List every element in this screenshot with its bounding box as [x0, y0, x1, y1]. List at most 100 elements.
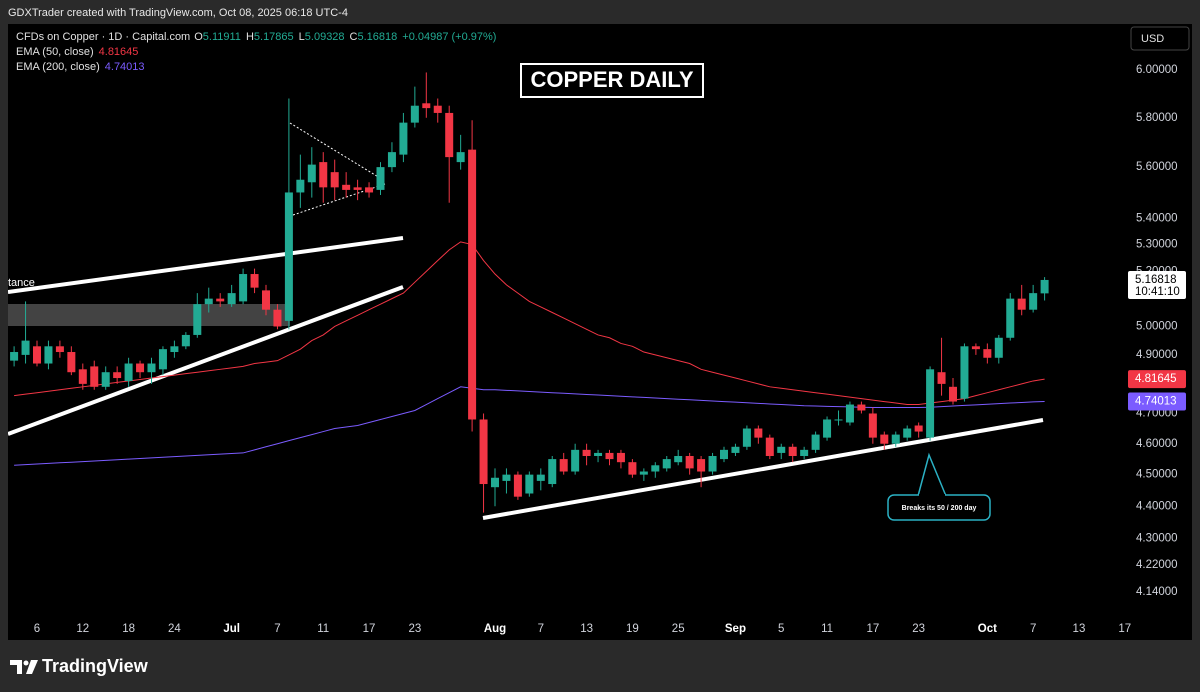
footer	[0, 640, 1200, 692]
candle-body	[513, 474, 522, 497]
candle-body	[21, 340, 30, 355]
candle-body	[158, 349, 167, 370]
last-price-label: 5.16818	[1135, 274, 1177, 286]
candle-body	[193, 304, 202, 335]
candle-body	[353, 187, 362, 190]
x-tick-label: 17	[1118, 623, 1131, 635]
logo-mark	[26, 660, 38, 674]
ohlc-key: H	[246, 31, 254, 43]
y-tick-label: 6.00000	[1136, 64, 1178, 76]
countdown: 10:41:10	[1135, 286, 1180, 298]
y-tick-label: 4.90000	[1136, 349, 1178, 361]
callout-text: Breaks its 50 / 200 day	[902, 505, 977, 512]
candle-body	[479, 419, 488, 485]
x-tick-label: 7	[274, 623, 280, 635]
candle-body	[708, 456, 717, 472]
candle-body	[937, 372, 946, 384]
drawings: tance	[8, 122, 1044, 520]
candle-body	[777, 446, 786, 453]
candle-body	[204, 298, 213, 305]
legend-value: 4.81645	[99, 46, 139, 58]
candle-body	[823, 419, 832, 438]
candle-body	[284, 192, 293, 321]
candle-body	[33, 346, 41, 364]
legend-value: 4.74013	[105, 61, 145, 73]
price-tag	[1128, 392, 1186, 411]
candle-body	[949, 386, 957, 402]
ohlc-key: C	[350, 31, 358, 43]
price-tag-label: 4.74013	[1135, 396, 1177, 408]
resistance-zone	[8, 304, 290, 326]
currency-button[interactable]	[1130, 26, 1190, 51]
candle-body	[90, 366, 99, 387]
candle-body	[903, 428, 912, 438]
candle-body	[868, 413, 877, 438]
candle-body	[525, 474, 534, 494]
candle-body	[136, 363, 145, 373]
candle-body	[651, 465, 660, 472]
zone-label: tance	[8, 277, 35, 289]
candle-body	[410, 105, 419, 123]
y-tick-label: 4.50000	[1136, 469, 1178, 481]
candle-body	[227, 293, 236, 305]
candle-body	[296, 179, 305, 193]
candle-body	[342, 184, 351, 190]
candle-body	[239, 274, 248, 302]
y-tick-label: 4.40000	[1136, 500, 1178, 512]
candle-body	[548, 459, 557, 485]
candle-body	[754, 428, 763, 438]
candle-body	[1006, 298, 1015, 338]
candle-body	[983, 349, 992, 358]
candle-body	[914, 425, 923, 432]
candle-body	[731, 446, 740, 453]
candle-body	[788, 446, 797, 457]
x-tick-label: 13	[580, 623, 593, 635]
candle-body	[491, 477, 499, 488]
logo-mark	[10, 660, 22, 674]
callout-pointer	[917, 452, 947, 497]
candle-body	[880, 434, 889, 444]
candle-body	[960, 346, 969, 399]
candle-body	[811, 434, 820, 450]
currency[interactable]: USD	[1141, 33, 1164, 45]
last-price-tag	[1128, 270, 1186, 299]
candle-body	[845, 404, 854, 423]
candle-body	[101, 372, 110, 387]
candle-body	[387, 152, 396, 168]
y-tick-label: 4.22000	[1136, 559, 1178, 571]
candle-body	[994, 337, 1003, 358]
ema-line	[14, 386, 1045, 466]
x-tick-label: 23	[408, 623, 421, 635]
x-tick-label: 11	[821, 623, 833, 635]
candle-body	[502, 474, 511, 481]
candle-body	[250, 274, 259, 288]
y-tick-label: 5.30000	[1136, 239, 1178, 251]
y-tick-label: 5.40000	[1136, 212, 1178, 224]
candle-body	[834, 419, 843, 421]
candle-body	[170, 346, 179, 353]
chart-area	[8, 24, 1192, 640]
x-tick-label: 23	[912, 623, 925, 635]
candle-body	[468, 149, 477, 420]
x-tick-label: 7	[538, 623, 544, 635]
candle-body	[365, 187, 374, 193]
x-tick-label: 17	[363, 623, 376, 635]
candle-body	[307, 164, 316, 183]
candle-body	[971, 346, 980, 350]
candle-body	[685, 456, 694, 469]
candle-body	[78, 369, 87, 384]
candle-body	[456, 152, 465, 163]
candle-body	[422, 103, 431, 109]
x-tick-label: 5	[778, 623, 784, 635]
y-tick-label: 5.80000	[1136, 112, 1178, 124]
x-tick-label: 7	[1030, 623, 1036, 635]
credit: GDXTrader created with TradingView.com, …	[8, 7, 348, 19]
y-tick-label: 4.30000	[1136, 533, 1178, 545]
candle-body	[800, 449, 809, 457]
logo-mark	[23, 660, 29, 666]
candle-body	[262, 290, 270, 310]
candle-body	[536, 474, 545, 481]
candle-body	[147, 363, 156, 373]
candle-body	[399, 122, 408, 155]
